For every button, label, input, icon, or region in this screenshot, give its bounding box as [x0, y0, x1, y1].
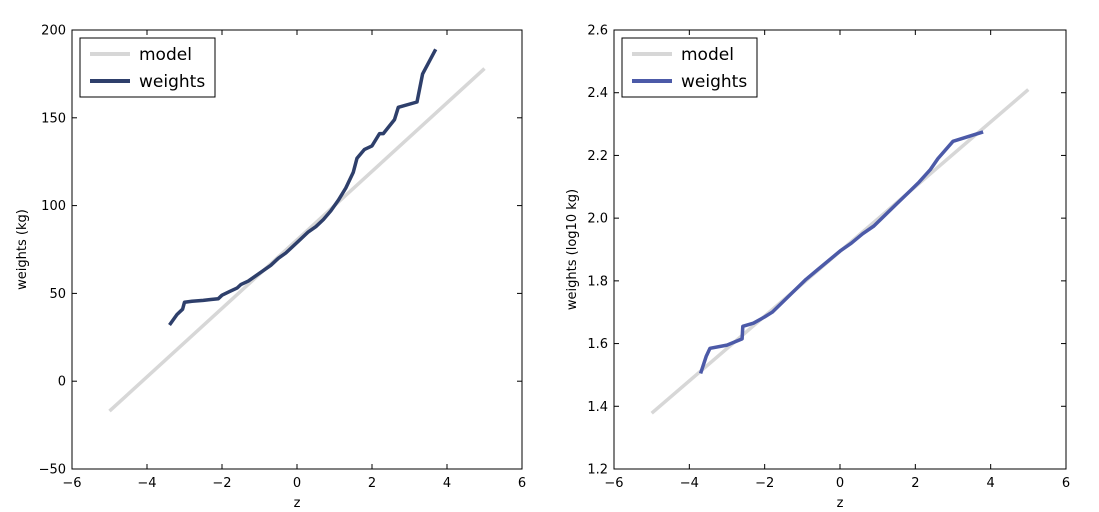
y-tick-label: 200: [41, 24, 66, 39]
x-tick-label: 2: [911, 476, 919, 491]
x-tick-label: −4: [137, 476, 156, 491]
y-tick-label: 0: [58, 375, 66, 390]
series-line-weights: [698, 130, 984, 374]
y-tick-label: 50: [49, 287, 66, 302]
x-tick-label: 4: [987, 476, 995, 491]
x-axis-label: z: [837, 496, 844, 511]
y-tick-label: 1.6: [587, 337, 608, 352]
series-line-weights: [168, 48, 438, 327]
legend-label-model: model: [139, 45, 192, 65]
x-tick-label: 0: [836, 476, 844, 491]
x-tick-label: 4: [443, 476, 451, 491]
x-tick-label: −2: [212, 476, 231, 491]
x-tick-label: −6: [604, 476, 623, 491]
y-tick-label: 2.2: [587, 149, 608, 164]
legend-box: [621, 37, 758, 98]
legend-box: [79, 37, 216, 98]
x-tick-label: 2: [368, 476, 376, 491]
x-tick-label: 6: [1062, 476, 1070, 491]
x-tick-label: 0: [293, 476, 301, 491]
x-axis-label: z: [294, 496, 301, 511]
chart-panel-1: −6 −4 −2 0 2 4 6 −50 0 50 100 150 200 z weights (kg) mo…: [15, 24, 526, 512]
y-axis-label: weights (log10 kg): [565, 189, 580, 310]
y-tick-label: 100: [41, 199, 66, 214]
y-tick-label: −50: [39, 463, 66, 478]
y-tick-label: 150: [41, 111, 66, 126]
y-tick-label: 2.4: [587, 86, 608, 101]
y-axis-label: weights (kg): [15, 209, 30, 290]
x-tick-label: −2: [755, 476, 774, 491]
y-tick-label: 2.0: [587, 212, 608, 227]
y-tick-label: 1.8: [587, 274, 608, 289]
chart-panel-2: −6 −4 −2 0 2 4 6 1.2 1.4 1.6 1.8 2.0 2.2 2.4 2.6 z weigh…: [565, 24, 1070, 512]
y-tick-label: 2.6: [587, 24, 608, 39]
legend-label-model: model: [681, 45, 734, 65]
y-tick-label: 1.2: [587, 463, 608, 478]
y-tick-label: 1.4: [587, 400, 608, 415]
legend-label-weights: weights: [681, 72, 747, 92]
legend-label-weights: weights: [139, 72, 205, 92]
series-line-model: [108, 67, 486, 413]
x-tick-label: −4: [680, 476, 699, 491]
x-tick-label: 6: [518, 476, 526, 491]
x-tick-label: −6: [62, 476, 81, 491]
